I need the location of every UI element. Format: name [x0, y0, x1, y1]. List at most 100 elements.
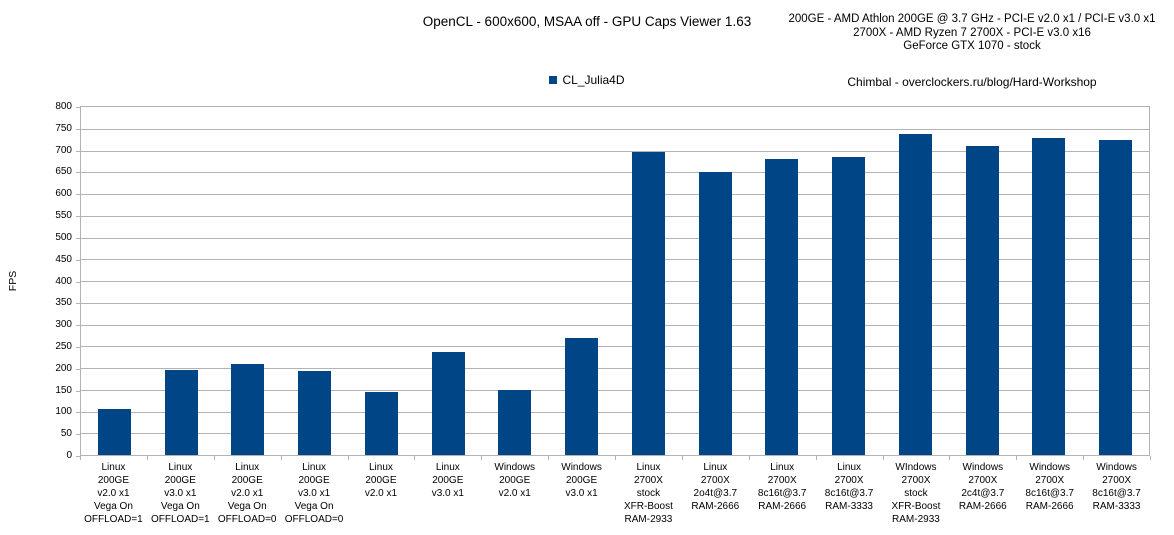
x-axis-tick-mark	[146, 456, 148, 460]
x-axis-category-label-line: 2700X	[633, 475, 663, 486]
x-axis-category-label: Linux 200GE v2.0 x1 Vega On OFFLOAD=0	[214, 461, 281, 526]
x-axis-category-label-line: 2700X	[1102, 475, 1132, 486]
y-axis-tick-mark	[76, 194, 80, 196]
y-axis-tick-label: 50	[60, 428, 72, 440]
x-axis-category-label-line: 2700X	[834, 475, 864, 486]
x-axis-category-label-line: v3.0 x1	[565, 488, 598, 499]
x-axis-category-label-line: Linux	[703, 462, 728, 473]
credit-line: Chimbal - overclockers.ru/blog/Hard-Work…	[847, 75, 1097, 89]
chart-legend: CL_Julia4D	[0, 73, 1174, 87]
x-axis-category-label-line: Windows	[962, 462, 1004, 473]
y-axis-tick-label: 200	[55, 362, 72, 374]
x-axis-category-label-line: OFFLOAD=0	[217, 514, 277, 525]
x-axis-category-label-line: v3.0 x1	[297, 488, 331, 499]
y-axis-tick-mark	[76, 216, 80, 218]
legend-series-label: CL_Julia4D	[562, 73, 625, 87]
x-axis-category-label-line: v2.0 x1	[498, 488, 531, 499]
x-axis-category-label: Windows 200GE v3.0 x1	[548, 461, 615, 500]
x-axis-category-label-line: 8c16t@3.7	[757, 488, 807, 499]
y-axis-tick-mark	[76, 346, 80, 348]
bar	[765, 159, 799, 455]
bar	[1032, 138, 1066, 455]
y-axis-tick-label: 700	[55, 144, 72, 156]
bar	[164, 370, 198, 455]
y-axis-tick-mark	[76, 434, 80, 436]
bar	[898, 134, 932, 455]
y-axis-tick-label: 350	[55, 297, 72, 309]
x-axis-category-label-line: 2700X	[1035, 475, 1065, 486]
x-axis-category-label: Linux 2700X 2o4t@3.7 RAM-2666	[682, 461, 749, 513]
y-axis-tick-label: 650	[55, 166, 72, 178]
x-axis-category-label: Linux 2700X 8c16t@3.7 RAM-3333	[816, 461, 883, 513]
bar	[631, 152, 665, 455]
x-axis-category-label-line: 2700X	[700, 475, 730, 486]
x-axis-category-label-line: OFFLOAD=1	[84, 514, 143, 525]
x-axis-tick-mark	[615, 456, 616, 460]
gridline	[81, 259, 1149, 261]
x-axis-category-label-line: Linux	[168, 462, 193, 473]
x-axis-category-label-line: RAM-2666	[1025, 501, 1074, 512]
x-axis-category-label-line: OFFLOAD=0	[284, 514, 344, 525]
gridline	[81, 172, 1149, 174]
gridline	[81, 194, 1149, 195]
x-axis-category-label-line: v3.0 x1	[164, 488, 197, 499]
gridline	[81, 215, 1149, 217]
x-axis-category-label-line: 2700X	[901, 475, 931, 486]
x-axis-tick-mark	[1016, 456, 1018, 460]
x-axis-category-label-line: 200GE	[365, 475, 397, 486]
x-axis-category-label-line: stock	[636, 488, 661, 499]
x-axis-category-label-line: Linux	[302, 462, 327, 473]
x-axis-category-label: Windows 2700X 8c16t@3.7 RAM-2666	[1016, 461, 1083, 513]
x-axis-tick-mark	[1150, 456, 1151, 460]
x-axis-category-label-line: Linux	[101, 462, 126, 473]
x-axis-category-label-line: Linux	[368, 462, 393, 473]
y-axis-tick-mark	[76, 390, 80, 392]
x-axis-tick-mark	[347, 456, 349, 460]
x-axis-category-label: Linux 200GE v3.0 x1	[414, 461, 481, 500]
x-axis-category-label: Linux 200GE v3.0 x1 Vega On OFFLOAD=1	[147, 461, 214, 526]
y-axis-tick-label: 600	[55, 188, 72, 200]
x-axis-category-label-line: v2.0 x1	[364, 488, 398, 499]
x-axis-category-label-line: 200GE	[565, 475, 598, 486]
x-axis-category-label-line: Windows	[561, 462, 602, 473]
x-axis-category-label-line: 200GE	[164, 475, 196, 486]
y-axis-tick-mark	[76, 368, 80, 370]
x-axis-category-label-line: Linux	[435, 462, 460, 473]
x-axis-category-label-line: 200GE	[231, 475, 263, 486]
gridline	[81, 368, 1149, 369]
x-axis-category-label-line: XFR-Boost	[891, 501, 941, 512]
x-axis-category-label-line: RAM-2666	[958, 501, 1007, 512]
x-axis-category-label: Windows 2700X 8c16t@3.7 RAM-3333	[1083, 461, 1150, 513]
x-axis-category-label-line: Linux	[636, 462, 661, 473]
x-axis-category-label: Windows 200GE v2.0 x1	[481, 461, 548, 500]
x-axis-category-label-line: 2o4t@3.7	[693, 488, 738, 499]
x-axis-category-label: WIndows 2700X stock XFR-Boost RAM-2933	[883, 461, 950, 526]
x-axis-category-label-line: RAM-2933	[624, 514, 673, 525]
x-axis-category-label-line: 2700X	[767, 475, 797, 486]
bar	[498, 390, 532, 455]
legend-series-marker-icon	[549, 76, 558, 84]
x-axis-category-label-line: 200GE	[97, 475, 129, 486]
x-axis-category-label-line: WIndows	[895, 462, 937, 473]
x-axis-category-label-line: Vega On	[160, 501, 200, 512]
y-axis-tick-mark	[76, 172, 80, 174]
bar	[231, 364, 265, 455]
y-axis-tick-mark	[76, 259, 80, 261]
gridline	[81, 324, 1149, 326]
x-axis-tick-mark	[80, 456, 81, 460]
x-axis-category-label-line: RAM-3333	[825, 501, 873, 512]
y-axis-tick-label: 800	[55, 101, 72, 112]
gridline	[81, 281, 1149, 282]
x-axis-category-label: Linux 200GE v2.0 x1 Vega On OFFLOAD=1	[80, 461, 147, 526]
bar	[298, 371, 332, 455]
bar	[97, 409, 131, 455]
gridline	[81, 302, 1149, 304]
x-axis-category-label-line: stock	[904, 488, 928, 499]
system-info-line-3: GeForce GTX 1070 - stock	[903, 40, 1041, 52]
y-axis-tick-mark	[76, 303, 80, 305]
x-axis-category-label: Windows 2700X 2c4t@3.7 RAM-2666	[949, 461, 1016, 513]
system-info-line-2: 2700X - AMD Ryzen 7 2700X - PCI-E v3.0 x…	[853, 26, 1091, 39]
x-axis-category-label-line: RAM-2666	[758, 501, 807, 512]
gridline	[81, 237, 1149, 239]
